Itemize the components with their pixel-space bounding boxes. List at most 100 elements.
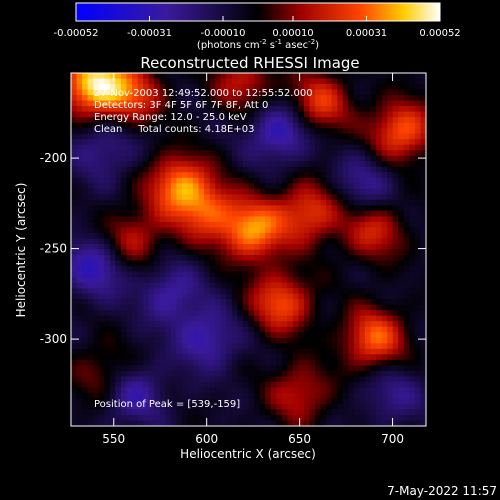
heatmap-cell: [420, 117, 426, 124]
heatmap-cell: [370, 188, 377, 195]
heatmap-cell: [137, 387, 144, 394]
heatmap-cell: [259, 359, 266, 366]
heatmap-cell: [120, 128, 127, 135]
x-tick-label: 650: [288, 432, 311, 446]
heatmap-cell: [115, 84, 122, 90]
heatmap-cell: [254, 293, 260, 300]
heatmap-cell: [281, 95, 288, 101]
heatmap-cell: [187, 139, 194, 146]
heatmap-cell: [115, 78, 122, 85]
heatmap-cell: [209, 183, 216, 190]
heatmap-cell: [237, 249, 244, 256]
plot-frame: [70, 72, 427, 427]
heatmap-cell: [259, 260, 266, 267]
heatmap-cell: [132, 414, 138, 421]
heatmap-cell: [326, 354, 333, 361]
heatmap-cell: [353, 260, 360, 267]
heatmap-cell: [198, 78, 205, 85]
heatmap-cell: [248, 122, 255, 129]
heatmap-cell: [254, 315, 260, 322]
heatmap-cell: [337, 403, 344, 410]
heatmap-cell: [215, 199, 222, 206]
heatmap-cell: [381, 117, 388, 124]
heatmap-cell: [315, 139, 322, 146]
heatmap-cell: [87, 288, 94, 295]
heatmap-cell: [120, 243, 127, 250]
heatmap-cell: [392, 78, 399, 85]
heatmap-cell: [193, 216, 199, 223]
heatmap-cell: [292, 172, 299, 179]
heatmap-cell: [209, 232, 216, 239]
heatmap-cell: [215, 150, 222, 157]
heatmap-cell: [170, 177, 177, 184]
heatmap-cell: [143, 337, 150, 344]
heatmap-cell: [154, 122, 161, 129]
heatmap-cell: [403, 183, 410, 190]
heatmap-cell: [93, 310, 100, 317]
heatmap-cell: [370, 337, 377, 344]
heatmap-cell: [370, 277, 377, 283]
heatmap-cell: [143, 172, 150, 179]
heatmap-cell: [254, 177, 260, 184]
heatmap-cell: [387, 299, 394, 306]
heatmap-cell: [315, 89, 322, 96]
heatmap-cell: [392, 282, 399, 289]
heatmap-cell: [209, 403, 216, 410]
heatmap-cell: [193, 144, 199, 151]
heatmap-cell: [193, 255, 199, 261]
heatmap-cell: [315, 282, 322, 289]
heatmap-cell: [220, 133, 227, 140]
heatmap-cell: [309, 139, 316, 146]
heatmap-cell: [181, 194, 188, 201]
heatmap-cell: [109, 304, 116, 311]
heatmap-cell: [292, 139, 299, 146]
heatmap-cell: [387, 139, 394, 146]
heatmap-cell: [392, 398, 399, 405]
heatmap-cell: [254, 210, 260, 217]
heatmap-cell: [93, 381, 100, 388]
heatmap-cell: [209, 188, 216, 195]
heatmap-cell: [170, 414, 177, 421]
heatmap-cell: [215, 260, 222, 267]
heatmap-cell: [93, 172, 100, 179]
heatmap-cell: [226, 221, 233, 228]
heatmap-cell: [320, 354, 327, 361]
heatmap-cell: [220, 304, 227, 311]
heatmap-cell: [204, 95, 211, 101]
heatmap-cell: [165, 293, 172, 300]
heatmap-cell: [387, 111, 394, 118]
heatmap-cell: [76, 133, 83, 140]
heatmap-cell: [209, 249, 216, 256]
heatmap-cell: [359, 365, 366, 372]
heatmap-cell: [398, 271, 405, 278]
heatmap-cell: [71, 277, 77, 283]
heatmap-cell: [298, 238, 305, 245]
heatmap-cell: [165, 232, 172, 239]
heatmap-cell: [71, 343, 77, 350]
heatmap-cell: [359, 117, 366, 124]
heatmap-cell: [126, 381, 133, 388]
heatmap-cell: [148, 255, 155, 261]
heatmap-cell: [409, 150, 416, 157]
heatmap-cell: [303, 348, 310, 355]
heatmap-cell: [353, 403, 360, 410]
heatmap-cell: [315, 266, 322, 272]
heatmap-cell: [287, 359, 294, 366]
heatmap-cell: [143, 370, 150, 377]
heatmap-cell: [198, 403, 205, 410]
heatmap-cell: [337, 122, 344, 129]
heatmap-cell: [109, 155, 116, 162]
heatmap-cell: [204, 133, 211, 140]
heatmap-cell: [315, 133, 322, 140]
heatmap-cell: [403, 365, 410, 372]
heatmap-cell: [137, 89, 144, 96]
heatmap-cell: [420, 100, 426, 107]
heatmap-cell: [148, 210, 155, 217]
heatmap-cell: [126, 194, 133, 201]
heatmap-cell: [359, 177, 366, 184]
heatmap-cell: [93, 348, 100, 355]
heatmap-cell: [348, 337, 355, 344]
heatmap-cell: [137, 172, 144, 179]
heatmap-cell: [281, 172, 288, 179]
heatmap-cell: [120, 288, 127, 295]
